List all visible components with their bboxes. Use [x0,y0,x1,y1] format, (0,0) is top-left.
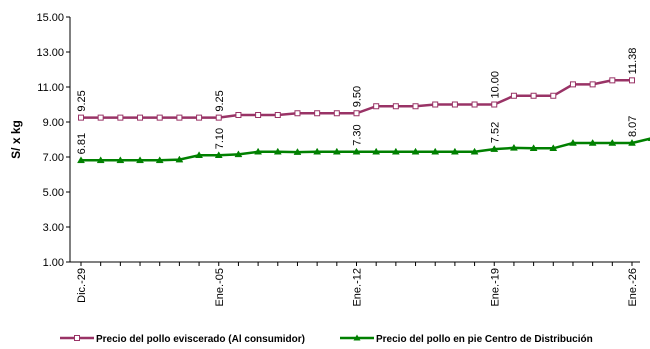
data-point [550,92,557,99]
legend-item: Precio del pollo eviscerado (Al consumid… [60,334,305,345]
data-point [235,112,242,118]
data-point [490,145,499,152]
legend-item: Precio del pollo en pie Centro de Distri… [340,334,593,345]
data-point [155,156,164,164]
data-point [569,139,577,146]
legend-label: Precio del pollo en pie Centro de Distri… [376,334,593,345]
data-label: 9.25 [214,90,226,111]
data-point [78,114,84,121]
data-point [549,144,558,151]
legend: Precio del pollo eviscerado (Al consumid… [60,334,593,345]
data-point [432,101,439,108]
series-1 [78,77,635,121]
data-point [175,155,184,163]
data-point [314,110,321,117]
data-point [628,139,636,146]
data-point [294,110,301,117]
data-point [273,147,282,155]
data-point [97,114,104,121]
data-point [411,147,420,155]
data-point [255,112,262,118]
data-point [352,147,361,155]
data-point [450,147,459,155]
series-group [77,77,650,164]
legend-label: Precio del pollo eviscerado (Al consumid… [96,334,305,345]
x-tick-label: Ene.-12 [352,268,364,307]
data-point [569,81,576,88]
data-point [353,110,360,117]
data-point [471,101,478,108]
data-point [214,151,223,158]
data-label: 10.00 [489,71,501,99]
data-point [77,156,85,164]
data-point [332,147,341,155]
data-point [491,101,498,108]
series-2 [77,137,650,164]
y-tick-label: 1.00 [43,257,64,269]
x-axis: Dic.-29 Ene.-05 Ene.-12 Ene.-19 Ene.-26 [70,261,640,307]
data-point [589,81,596,88]
y-tick-label: 13.00 [36,47,64,59]
y-tick-label: 5.00 [43,187,64,199]
y-tick-label: 7.00 [43,152,64,164]
legend-marker [353,334,361,341]
data-point [608,139,617,146]
data-point [234,150,243,158]
data-labels: 9.25 9.25 9.50 10.00 11.38 6.81 7.10 7.30 7.52 8.… [76,48,639,155]
data-point [274,112,281,118]
x-tick-label: Dic.-29 [76,268,88,303]
y-tick-label: 11.00 [37,82,64,94]
data-point [156,114,163,121]
data-point [176,114,183,121]
x-tick-label: Ene.-26 [627,268,639,307]
data-point [509,143,518,151]
data-point [195,151,204,158]
data-point [609,77,616,84]
y-tick-label: 15.00 [36,12,64,24]
data-point [629,77,635,84]
data-point [588,139,597,146]
data-point [412,103,419,110]
data-point [431,147,440,155]
data-point [451,101,458,108]
data-point [96,156,105,164]
y-tick-label: 9.00 [43,117,64,129]
data-point [372,147,381,155]
data-point [116,156,125,164]
x-tick-label: Ene.-05 [214,268,226,307]
data-point [333,110,340,117]
legend-marker [74,335,80,341]
data-label: 8.07 [627,116,639,137]
data-label: 6.81 [76,133,88,154]
data-point [510,92,517,99]
data-point [293,148,302,155]
data-label: 11.38 [627,48,639,75]
data-point [254,147,263,155]
data-point [392,103,399,110]
data-label: 9.50 [352,86,364,107]
data-label: 9.25 [76,90,88,111]
data-point [117,114,124,121]
data-point [196,114,203,121]
data-point [470,147,479,155]
data-label: 7.10 [214,128,226,149]
y-axis-label: S/ x kg [9,120,23,159]
data-point [215,114,222,121]
data-point [529,144,538,151]
data-point [137,114,144,121]
y-tick-label: 3.00 [43,222,64,234]
data-label: 7.30 [352,124,364,145]
data-point [313,147,322,155]
data-label: 7.52 [489,122,501,143]
data-point [136,156,144,164]
x-tick-label: Ene.-19 [489,268,501,307]
data-point [391,147,400,155]
series-line [81,137,650,162]
y-axis: 1.00 3.00 5.00 7.00 9.00 11.00 13.00 15.00 [36,12,71,269]
data-point [530,92,537,99]
data-point [373,103,380,110]
